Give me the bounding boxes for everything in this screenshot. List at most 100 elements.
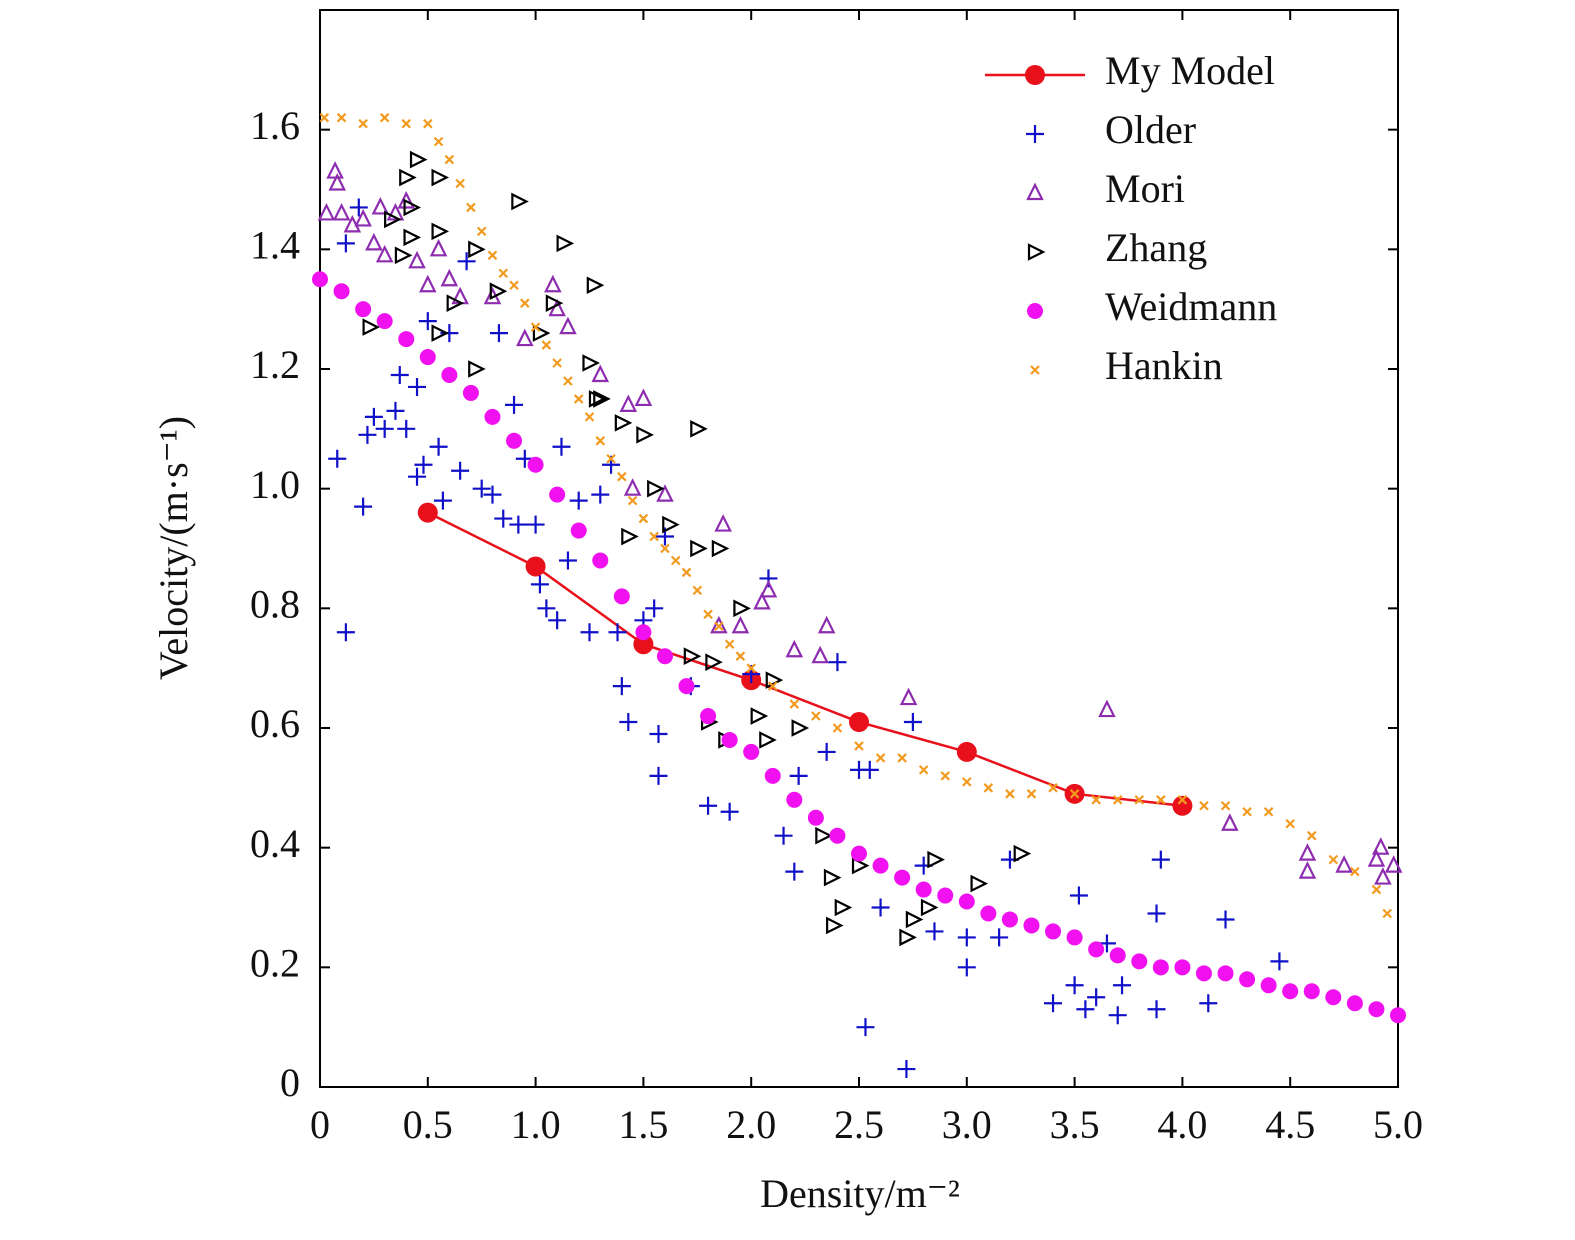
marker [419, 274, 437, 293]
marker [1195, 965, 1212, 982]
legend-label: Mori [1105, 166, 1185, 211]
marker [927, 850, 945, 869]
marker [1346, 995, 1363, 1012]
marker [915, 881, 932, 898]
marker [834, 898, 853, 917]
marker [509, 515, 528, 534]
marker [586, 276, 605, 295]
marker [580, 623, 599, 642]
marker [638, 513, 649, 524]
marker [690, 539, 708, 558]
marker [1065, 976, 1084, 995]
marker [714, 621, 724, 632]
marker [408, 377, 427, 396]
marker [582, 354, 600, 372]
marker [417, 502, 438, 523]
marker [711, 539, 730, 558]
marker [556, 234, 575, 253]
marker [559, 316, 577, 335]
marker [940, 771, 951, 781]
marker [606, 453, 616, 464]
marker [791, 719, 810, 737]
x-axis-label: Density/m⁻² [760, 1171, 960, 1216]
y-tick-label: 0.4 [250, 821, 300, 866]
marker [349, 198, 368, 217]
marker [678, 678, 695, 695]
legend-label: Weidmann [1105, 284, 1277, 329]
marker [1098, 699, 1116, 718]
y-tick-label: 0 [280, 1060, 300, 1105]
marker [817, 615, 836, 634]
marker [509, 280, 519, 291]
marker [511, 192, 529, 211]
marker [872, 857, 889, 874]
marker [721, 731, 738, 748]
marker [1026, 182, 1044, 201]
marker [920, 898, 939, 917]
marker [326, 161, 344, 179]
marker [1048, 783, 1058, 793]
y-tick-label: 1.0 [250, 462, 300, 507]
marker [1025, 65, 1045, 85]
marker [662, 515, 680, 534]
marker [468, 360, 486, 378]
marker [1026, 789, 1037, 799]
marker [1263, 806, 1274, 817]
marker [1147, 1000, 1166, 1019]
marker [1026, 125, 1044, 143]
marker [312, 271, 328, 288]
marker [386, 202, 405, 221]
marker [636, 426, 654, 444]
marker [394, 246, 413, 265]
marker [990, 928, 1009, 947]
marker [633, 634, 654, 655]
marker [817, 742, 836, 761]
marker [614, 414, 633, 432]
marker [899, 687, 918, 706]
y-tick-label: 1.4 [250, 223, 300, 268]
marker [1328, 854, 1339, 865]
marker [789, 699, 800, 709]
marker [364, 407, 383, 426]
marker [362, 318, 381, 336]
marker [1109, 947, 1126, 964]
marker [1371, 837, 1390, 855]
marker [354, 497, 373, 516]
marker [826, 916, 844, 935]
marker [1303, 983, 1320, 1000]
marker [457, 252, 476, 271]
marker [983, 783, 994, 793]
marker [591, 364, 610, 383]
marker [446, 294, 465, 312]
marker [1325, 989, 1342, 1006]
marker [823, 868, 842, 887]
marker [1298, 843, 1317, 861]
marker [384, 210, 402, 229]
marker [1044, 994, 1063, 1013]
marker [573, 394, 584, 404]
marker [358, 425, 377, 444]
marker [506, 432, 523, 449]
marker [710, 615, 728, 634]
marker [1216, 910, 1235, 929]
marker [958, 893, 975, 910]
marker [358, 118, 368, 129]
marker [1088, 941, 1105, 958]
x-tick-label: 1.5 [618, 1102, 668, 1147]
marker [700, 708, 717, 725]
marker [593, 390, 611, 408]
marker [683, 647, 702, 665]
marker [371, 196, 390, 215]
marker [811, 645, 829, 664]
marker [750, 707, 769, 725]
marker [433, 136, 444, 147]
marker [328, 173, 347, 191]
marker [355, 301, 372, 318]
y-tick-label: 0.2 [250, 941, 300, 986]
marker [525, 556, 546, 577]
marker [403, 198, 422, 217]
y-tick-label: 1.2 [250, 342, 300, 387]
marker [735, 651, 746, 661]
marker [544, 274, 562, 293]
marker [703, 609, 713, 620]
